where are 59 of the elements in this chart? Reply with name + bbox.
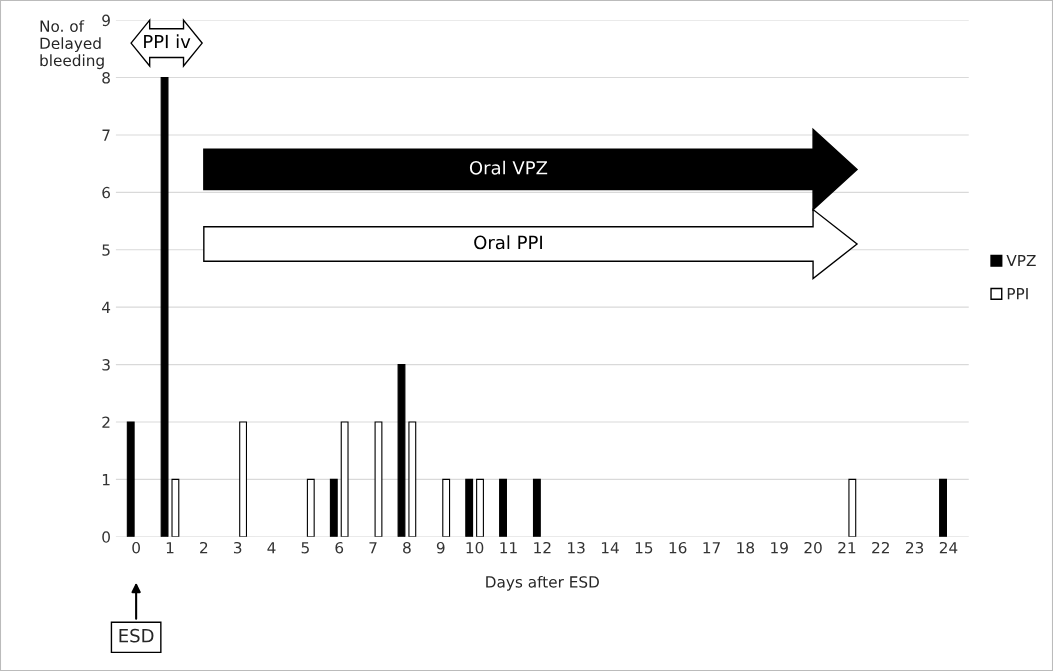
y-tick-label: 3 <box>102 359 110 371</box>
y-tick-label: 0 <box>102 531 110 543</box>
y-tick-label: 4 <box>102 301 111 313</box>
bar <box>939 478 947 537</box>
x-tick-label: 0 <box>132 541 140 554</box>
bar <box>408 421 417 537</box>
x-tick-label: 24 <box>939 541 958 554</box>
bar <box>465 478 474 537</box>
y-tick-label: 8 <box>102 72 110 84</box>
x-tick-label: 5 <box>301 542 309 554</box>
annotation: PPI iv <box>144 34 191 49</box>
x-tick-label: 16 <box>669 541 687 554</box>
annotation: Oral VPZ <box>469 160 548 175</box>
bar <box>329 478 338 537</box>
y-tick-label: 9 <box>102 14 110 27</box>
x-tick-label: 11 <box>500 542 517 554</box>
x-tick-label: 6 <box>335 541 344 554</box>
x-tick-label: 20 <box>804 541 822 554</box>
y-tick-label: 2 <box>102 416 110 428</box>
annotation: Oral PPI <box>474 235 542 250</box>
bar <box>126 421 135 537</box>
x-tick-label: 8 <box>403 541 411 554</box>
bar <box>306 478 315 537</box>
bar <box>160 76 169 537</box>
y-tick-label: 7 <box>102 129 110 141</box>
x-tick-label: 12 <box>534 541 551 554</box>
bar <box>171 478 180 537</box>
bar <box>239 421 248 537</box>
x-tick-label: 3 <box>233 541 242 554</box>
x-tick-label: 7 <box>369 542 377 554</box>
x-tick-label: 10 <box>466 541 484 554</box>
bar <box>442 478 451 537</box>
bar <box>848 478 857 537</box>
x-tick-label: 14 <box>601 542 619 554</box>
legend-label: VPZ <box>1006 254 1036 267</box>
bar <box>476 478 484 537</box>
x-tick-label: 22 <box>872 541 889 554</box>
x-tick-label: 9 <box>436 541 445 554</box>
bar <box>340 421 349 537</box>
x-tick-label: 4 <box>267 542 276 554</box>
x-axis-title: Days after ESD <box>486 575 599 591</box>
bar <box>374 421 383 537</box>
x-tick-label: 23 <box>906 541 924 554</box>
x-tick-label: 13 <box>568 541 585 554</box>
text: ESD <box>119 628 154 643</box>
x-tick-label: 1 <box>166 542 174 554</box>
y-tick-label: 1 <box>102 474 110 486</box>
x-tick-label: 21 <box>838 541 856 554</box>
x-tick-label: 18 <box>737 541 755 554</box>
y-tick-label: 5 <box>102 244 110 256</box>
bar <box>397 364 406 537</box>
bar <box>532 478 541 537</box>
x-tick-label: 2 <box>200 541 208 554</box>
x-tick-label: 15 <box>635 542 653 554</box>
bar <box>499 478 507 537</box>
x-tick-label: 17 <box>703 542 720 554</box>
legend-label: PPI <box>1007 288 1028 300</box>
x-tick-label: 19 <box>771 541 788 554</box>
y-tick-label: 6 <box>102 186 111 199</box>
